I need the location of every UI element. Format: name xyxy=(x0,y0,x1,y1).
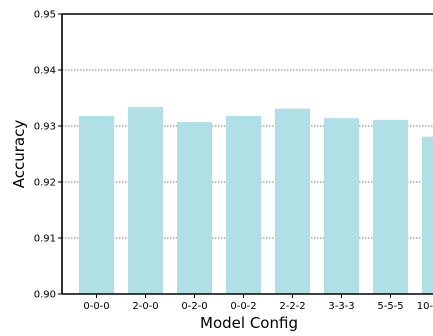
bar xyxy=(324,118,359,294)
bar xyxy=(422,136,433,294)
bar xyxy=(275,108,310,294)
x-tick-label: 0-0-2 xyxy=(230,301,256,312)
axes-layer xyxy=(61,13,433,295)
y-axis-label: Accuracy xyxy=(10,120,28,189)
x-axis-label: Model Config xyxy=(200,314,298,332)
x-tick-label: 0-0-0 xyxy=(83,301,109,312)
x-tick-label: 5-5-5 xyxy=(377,301,403,312)
bar xyxy=(177,122,212,294)
bar-layer xyxy=(79,106,433,295)
y-tick-label: 0.93 xyxy=(34,122,56,133)
x-tick-label: 10-10-10 xyxy=(417,301,433,312)
x-tick-label: 3-3-3 xyxy=(328,301,354,312)
grid-layer xyxy=(62,69,433,239)
y-tick-label: 0.95 xyxy=(34,10,56,21)
y-tick-label: 0.92 xyxy=(34,178,56,189)
x-tick-label: 0-2-0 xyxy=(181,301,207,312)
y-tick-label: 0.91 xyxy=(34,234,56,245)
y-tick-label: 0.90 xyxy=(34,290,56,301)
bar xyxy=(226,115,261,294)
x-tick-label: 2-2-2 xyxy=(279,301,305,312)
tick-layer: 0.90 0.91 0.92 0.93 0.94 0.95 0-0-0 2-0-0 0-2-0 0… xyxy=(34,10,433,313)
bar xyxy=(79,115,114,294)
x-tick-label: 2-0-0 xyxy=(132,301,158,312)
bar xyxy=(128,106,163,295)
bar xyxy=(373,119,408,294)
y-tick-label: 0.94 xyxy=(34,66,56,77)
